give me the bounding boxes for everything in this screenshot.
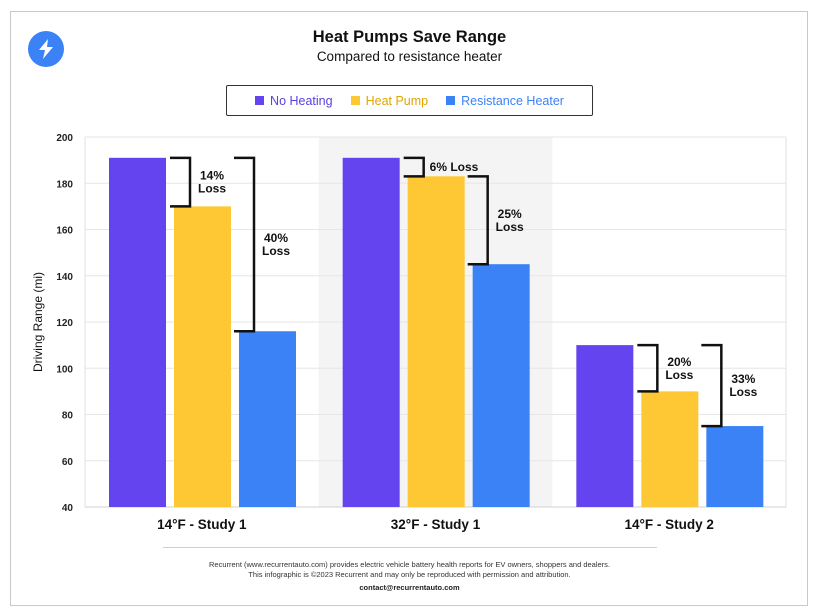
y-tick-label: 40 bbox=[62, 503, 74, 514]
loss-annotation-label: Loss bbox=[262, 244, 290, 258]
bar bbox=[342, 157, 400, 507]
bar bbox=[706, 426, 764, 507]
loss-annotation-label: 40% bbox=[264, 231, 288, 245]
footer-line-2: This infographic is ©2023 Recurrent and … bbox=[248, 570, 571, 579]
loss-annotation-label: 20% bbox=[667, 355, 691, 369]
bar bbox=[239, 331, 296, 507]
chart-legend: No Heating Heat Pump Resistance Heater bbox=[226, 85, 593, 116]
contact-email[interactable]: contact@recurrentauto.com bbox=[359, 583, 460, 592]
y-tick-label: 180 bbox=[56, 179, 73, 190]
bar bbox=[576, 345, 634, 507]
legend-item-heat-pump: Heat Pump bbox=[350, 93, 429, 108]
loss-annotation-label: 33% bbox=[731, 372, 755, 386]
bar bbox=[407, 176, 465, 507]
y-tick-label: 60 bbox=[62, 457, 74, 468]
y-tick-label: 120 bbox=[56, 318, 73, 329]
y-tick-label: 200 bbox=[56, 133, 73, 144]
y-tick-label: 80 bbox=[62, 411, 74, 422]
legend-swatch-no-heating bbox=[255, 96, 265, 105]
legend-label-heat-pump: Heat Pump bbox=[365, 93, 429, 108]
loss-annotation-label: 14% bbox=[200, 169, 224, 183]
loss-annotation-label: 6% Loss bbox=[430, 160, 479, 174]
bar bbox=[109, 157, 166, 507]
footer-divider bbox=[163, 547, 657, 548]
legend-label-no-heating: No Heating bbox=[270, 93, 333, 108]
legend-item-no-heating: No Heating bbox=[255, 94, 333, 108]
chart-title: Heat Pumps Save Range bbox=[312, 28, 507, 46]
y-tick-label: 140 bbox=[56, 272, 73, 283]
loss-bracket bbox=[170, 156, 192, 208]
loss-annotation-label: Loss bbox=[665, 368, 693, 382]
y-tick-label: 160 bbox=[56, 226, 73, 237]
loss-bracket bbox=[637, 343, 659, 393]
loss-annotation-label: 25% bbox=[498, 207, 522, 221]
bar bbox=[472, 264, 530, 507]
y-axis-label: Driving Range (mi) bbox=[31, 272, 45, 372]
legend-swatch-resistance-heater bbox=[446, 96, 456, 105]
loss-annotation-label: Loss bbox=[198, 182, 226, 196]
x-category-label: 14°F - Study 1 bbox=[157, 517, 247, 532]
loss-annotation-label: Loss bbox=[496, 220, 524, 234]
legend-swatch-heat-pump bbox=[350, 96, 360, 105]
loss-bracket bbox=[403, 156, 425, 178]
bar bbox=[174, 206, 231, 507]
y-tick-label: 100 bbox=[56, 364, 73, 375]
bar bbox=[641, 391, 699, 507]
lightning-bolt-icon bbox=[39, 39, 53, 59]
brand-logo bbox=[28, 31, 64, 67]
legend-label-resistance-heater: Resistance Heater bbox=[461, 93, 564, 108]
x-category-label: 32°F - Study 1 bbox=[391, 517, 481, 532]
loss-bracket bbox=[701, 343, 723, 428]
legend-item-resistance-heater: Resistance Heater bbox=[446, 94, 564, 108]
loss-annotation-label: Loss bbox=[729, 385, 757, 399]
loss-bracket bbox=[234, 156, 256, 333]
footer-note: Recurrent (www.recurrentauto.com) provid… bbox=[0, 560, 819, 580]
x-category-label: 14°F - Study 2 bbox=[624, 517, 713, 532]
chart-subtitle: Compared to resistance heater bbox=[316, 49, 503, 64]
loss-bracket bbox=[467, 175, 489, 266]
footer-line-1: Recurrent (www.recurrentauto.com) provid… bbox=[208, 560, 610, 569]
